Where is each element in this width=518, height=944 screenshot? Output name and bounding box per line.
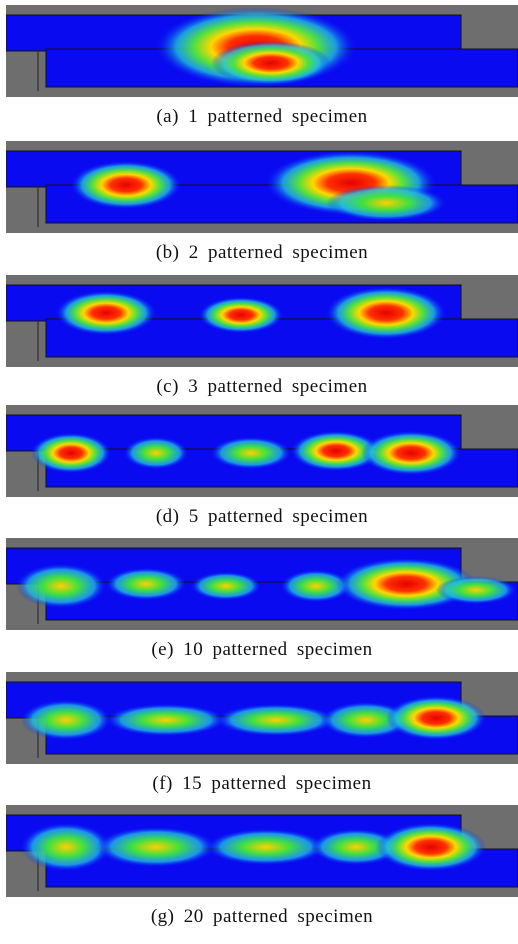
stress-spot [211,437,291,469]
simulation-image [6,5,518,97]
stress-spot [191,572,261,600]
stress-spot [326,185,446,221]
panel: (c) 3 patterned specimen [6,275,518,407]
caption: (b) 2 patterned specimen [6,233,518,273]
stress-spot [436,576,516,604]
stress-spot [361,431,461,475]
panel: (b) 2 patterned specimen [6,141,518,273]
stress-spot [211,41,331,85]
stress-spot [326,287,446,339]
stress-spot [21,700,111,740]
simulation-image [6,275,518,367]
panel: (f) 15 patterned specimen [6,672,518,804]
simulation-image [6,805,518,897]
simulation-image [6,405,518,497]
simulation-image [6,141,518,233]
panel: (g) 20 patterned specimen [6,805,518,937]
panel: (d) 5 patterned specimen [6,405,518,537]
stress-spot [31,433,111,473]
stress-spot [16,564,106,608]
simulation-image [6,672,518,764]
stress-spot [56,291,156,335]
stress-spot [216,704,336,736]
caption: (c) 3 patterned specimen [6,367,518,407]
stress-spot [106,704,226,736]
stress-spot [96,827,216,867]
stress-spot [206,829,326,865]
caption: (f) 15 patterned specimen [6,764,518,804]
caption: (g) 20 patterned specimen [6,897,518,937]
figure: (a) 1 patterned specimen (b) 2 patterned … [0,0,518,944]
simulation-image [6,538,518,630]
stress-spot [376,823,486,871]
caption: (d) 5 patterned specimen [6,497,518,537]
stress-spot [386,696,486,740]
stress-spot [71,161,181,209]
stress-spot [199,297,283,333]
stress-spot [106,568,186,600]
stress-spot [124,437,188,469]
caption: (e) 10 patterned specimen [6,630,518,670]
panel: (a) 1 patterned specimen [6,5,518,137]
caption: (a) 1 patterned specimen [6,97,518,137]
panel: (e) 10 patterned specimen [6,538,518,670]
